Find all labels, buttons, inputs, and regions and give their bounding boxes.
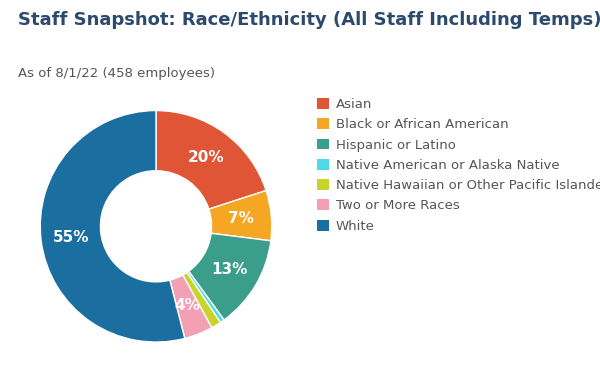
Text: 7%: 7% <box>229 211 254 226</box>
Text: Staff Snapshot: Race/Ethnicity (All Staff Including Temps): Staff Snapshot: Race/Ethnicity (All Staf… <box>18 11 600 29</box>
Legend: Asian, Black or African American, Hispanic or Latino, Native American or Alaska : Asian, Black or African American, Hispan… <box>313 94 600 237</box>
Wedge shape <box>188 233 271 320</box>
Text: 4%: 4% <box>175 298 200 313</box>
Wedge shape <box>209 191 272 241</box>
Text: 55%: 55% <box>53 230 89 244</box>
Wedge shape <box>187 271 224 322</box>
Text: As of 8/1/22 (458 employees): As of 8/1/22 (458 employees) <box>18 67 215 80</box>
Wedge shape <box>40 111 185 342</box>
Wedge shape <box>156 111 266 209</box>
Wedge shape <box>183 272 220 328</box>
Text: 13%: 13% <box>212 262 248 278</box>
Wedge shape <box>170 275 212 338</box>
Text: 20%: 20% <box>188 150 224 164</box>
